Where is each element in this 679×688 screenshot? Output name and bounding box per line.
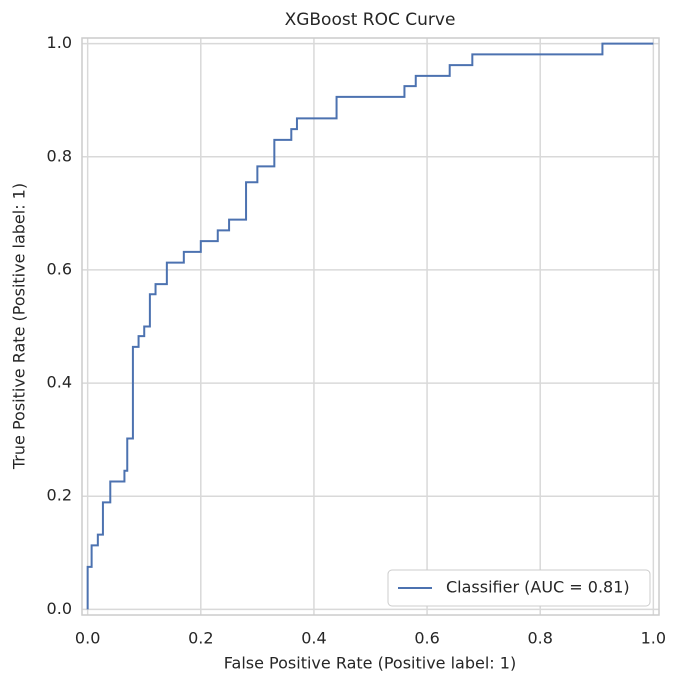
x-tick-label: 0.8 <box>527 629 552 648</box>
y-axis-label: True Positive Rate (Positive label: 1) <box>10 183 29 470</box>
y-tick-label: 0.8 <box>47 146 72 165</box>
y-tick-label: 0.4 <box>47 373 72 392</box>
x-axis-label: False Positive Rate (Positive label: 1) <box>224 654 516 673</box>
x-tick-label: 0.2 <box>188 629 213 648</box>
legend-label: Classifier (AUC = 0.81) <box>446 578 630 597</box>
x-tick-label: 0.6 <box>414 629 439 648</box>
y-tick-label: 0.6 <box>47 259 72 278</box>
x-tick-label: 0.4 <box>301 629 326 648</box>
legend-box <box>387 569 651 607</box>
plot-frame <box>81 37 660 616</box>
roc-line <box>86 42 654 610</box>
y-tick-label: 1.0 <box>47 33 72 52</box>
y-tick-label: 0.0 <box>47 599 72 618</box>
x-tick-label: 0.0 <box>75 629 100 648</box>
chart-title: XGBoost ROC Curve <box>285 10 456 30</box>
x-tick-label: 1.0 <box>641 629 666 648</box>
y-tick-label: 0.2 <box>47 486 72 505</box>
